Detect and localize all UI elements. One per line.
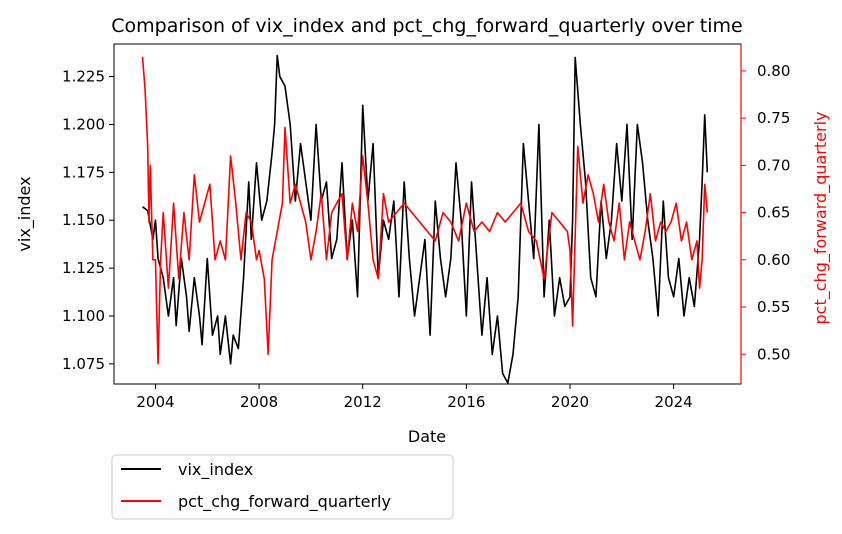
right-y-tick-label: 0.70 <box>757 156 790 174</box>
x-tick-label: 2008 <box>240 393 278 411</box>
legend: vix_index pct_chg_forward_quarterly <box>111 454 454 520</box>
right-y-tick-label: 0.75 <box>757 109 790 127</box>
legend-box <box>111 454 454 520</box>
left-y-axis-label: vix_index <box>15 176 35 251</box>
right-y-tick-label: 0.65 <box>757 204 790 222</box>
x-tick-label: 2004 <box>136 393 174 411</box>
left-y-tick-label: 1.150 <box>62 211 105 229</box>
left-y-tick-label: 1.200 <box>62 115 105 133</box>
left-y-tick-label: 1.225 <box>62 68 105 86</box>
series-layer <box>141 54 709 384</box>
left-y-tick-label: 1.175 <box>62 163 105 181</box>
x-tick-label: 2012 <box>344 393 382 411</box>
series-line-vix-index <box>142 54 709 384</box>
x-tick-label: 2024 <box>655 393 693 411</box>
plot-area <box>113 43 742 385</box>
right-y-axis-label: pct_chg_forward_quarterly <box>811 112 831 325</box>
chart-title: Comparison of vix_index and pct_chg_forw… <box>111 15 742 37</box>
legend-label-pct-chg: pct_chg_forward_quarterly <box>178 492 391 512</box>
left-y-tick-label: 1.125 <box>62 259 105 277</box>
x-axis-label: Date <box>408 427 446 446</box>
right-y-axis-ticks: 0.50 0.55 0.60 0.65 0.70 0.75 0.80 <box>741 62 790 363</box>
x-axis-ticks: 2004 2008 2012 2016 2020 2024 <box>136 384 693 411</box>
series-line-pct-chg-forward-quarterly <box>141 56 709 365</box>
right-y-tick-label: 0.50 <box>757 345 790 363</box>
right-y-tick-label: 0.60 <box>757 251 790 269</box>
left-y-tick-label: 1.075 <box>62 355 105 373</box>
right-y-tick-label: 0.55 <box>757 298 790 316</box>
right-y-tick-label: 0.80 <box>757 62 790 80</box>
left-y-axis-ticks: 1.075 1.100 1.125 1.150 1.175 1.200 1.225 <box>62 68 114 373</box>
x-tick-label: 2016 <box>447 393 485 411</box>
legend-label-vix-index: vix_index <box>178 460 253 480</box>
left-y-tick-label: 1.100 <box>62 307 105 325</box>
x-tick-label: 2020 <box>551 393 589 411</box>
